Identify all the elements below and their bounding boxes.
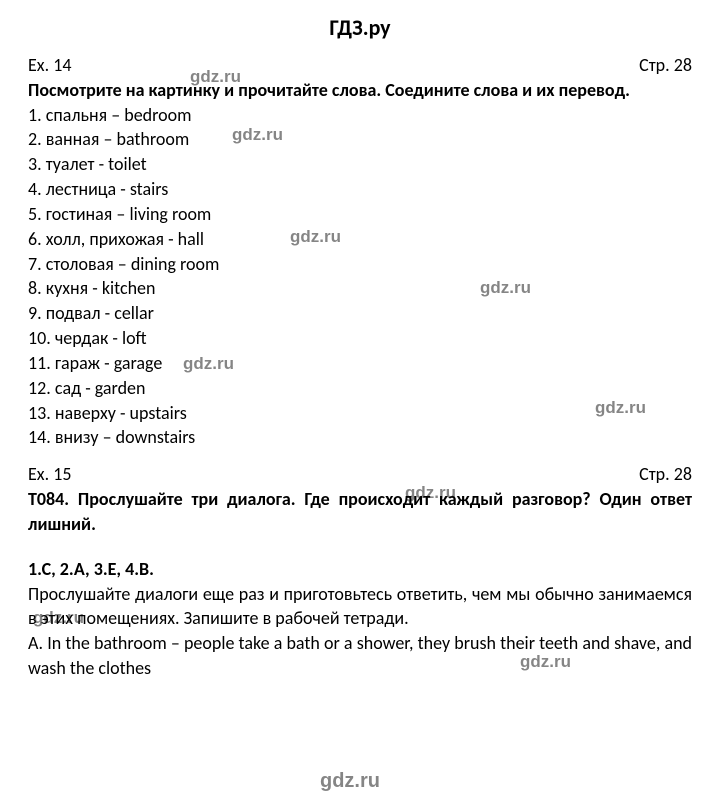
ex14-item: 12. сад - garden — [28, 376, 692, 401]
ex14-item: 5. гостиная – living room — [28, 202, 692, 227]
ex15-note: Прослушайте диалоги еще раз и приготовьт… — [28, 582, 692, 632]
ex14-item: 6. холл, прихожая - hall — [28, 227, 692, 252]
ex14-page: Стр. 28 — [639, 53, 692, 78]
page-title: ГДЗ.ру — [0, 0, 720, 43]
ex14-item: 8. кухня - kitchen — [28, 276, 692, 301]
ex14-item: 3. туалет - toilet — [28, 152, 692, 177]
watermark: gdz.ru — [320, 770, 380, 793]
ex15-header-row: Ex. 15 Стр. 28 — [28, 462, 692, 487]
ex14-item: 2. ванная – bathroom — [28, 127, 692, 152]
ex14-item: 1. спальня – bedroom — [28, 103, 692, 128]
ex15-label: Ex. 15 — [28, 462, 71, 487]
ex15-answers: 1.C, 2.A, 3.E, 4.B. — [28, 557, 692, 582]
ex14-item: 14. внизу – downstairs — [28, 425, 692, 450]
ex14-header-row: Ex. 14 Стр. 28 — [28, 53, 692, 78]
ex14-label: Ex. 14 — [28, 53, 71, 78]
ex14-item: 7. столовая – dining room — [28, 252, 692, 277]
ex14-item: 13. наверху - upstairs — [28, 401, 692, 426]
ex15-page: Стр. 28 — [639, 462, 692, 487]
ex14-item: 11. гараж - garage — [28, 351, 692, 376]
ex15-line-a: A. In the bathroom – people take a bath … — [28, 631, 692, 681]
ex14-item: 9. подвал - cellar — [28, 301, 692, 326]
ex15-instruction: Т084. Прослушайте три диалога. Где проис… — [28, 487, 692, 537]
ex14-instruction: Посмотрите на картинку и прочитайте слов… — [28, 78, 692, 103]
ex14-item: 4. лестница - stairs — [28, 177, 692, 202]
document-body: Ex. 14 Стр. 28 Посмотрите на картинку и … — [0, 43, 720, 681]
ex14-item: 10. чердак - loft — [28, 326, 692, 351]
